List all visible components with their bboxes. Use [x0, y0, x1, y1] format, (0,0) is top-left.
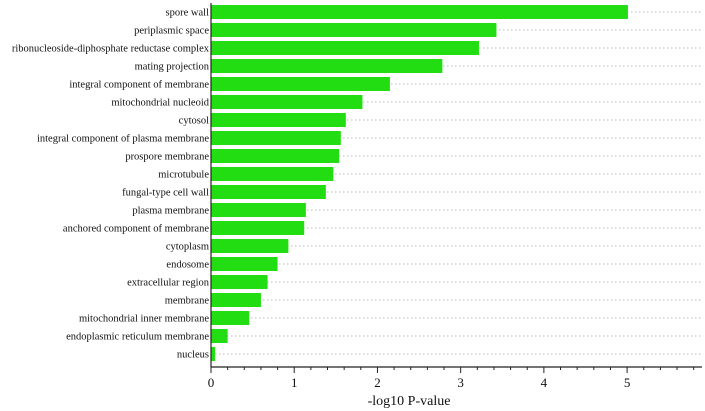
category-label: fungal-type cell wall — [122, 188, 209, 199]
category-label: anchored component of membrane — [63, 224, 209, 235]
category-labels: spore wall periplasmic space ribonucleosid… — [12, 8, 210, 361]
x-axis: 0 1 2 3 4 5 — [208, 3, 702, 390]
x-tick-label: 4 — [541, 375, 548, 390]
category-label: mating projection — [135, 62, 210, 73]
bar — [211, 131, 341, 145]
category-label: endoplasmic reticulum membrane — [66, 332, 209, 343]
x-tick-label: 2 — [374, 375, 381, 390]
category-label: ribonucleoside-diphosphate reductase com… — [12, 44, 210, 55]
category-label: prospore membrane — [125, 152, 209, 163]
category-label: cytoplasm — [166, 242, 209, 253]
bar — [211, 293, 261, 307]
bar — [211, 5, 628, 19]
bar — [211, 41, 479, 55]
grid-lines — [211, 11, 702, 355]
x-tick-label: 0 — [208, 375, 215, 390]
category-label: mitochondrial nucleoid — [111, 98, 209, 109]
bar — [211, 203, 306, 217]
bar — [211, 329, 228, 343]
bar — [211, 59, 443, 73]
bar — [211, 257, 278, 271]
x-tick-label: 5 — [624, 375, 631, 390]
bar — [211, 311, 250, 325]
category-label: mitochondrial inner membrane — [79, 314, 209, 325]
bar — [211, 275, 268, 289]
bar — [211, 239, 289, 253]
bar — [211, 167, 334, 181]
category-label: cytosol — [179, 116, 209, 127]
bar — [211, 185, 326, 199]
category-label: nucleus — [177, 350, 209, 361]
category-label: microtubule — [158, 170, 209, 181]
category-label: plasma membrane — [132, 206, 209, 217]
category-label: extracellular region — [127, 278, 210, 289]
bar — [211, 95, 363, 109]
bar — [211, 221, 305, 235]
bar — [211, 23, 497, 37]
bars — [211, 5, 628, 361]
bar — [211, 77, 390, 91]
bar — [211, 149, 340, 163]
category-label: integral component of plasma membrane — [37, 134, 209, 145]
category-label: integral component of membrane — [69, 80, 209, 91]
x-tick-label: 1 — [291, 375, 298, 390]
category-label: membrane — [165, 296, 210, 307]
category-label: periplasmic space — [134, 26, 209, 37]
category-label: spore wall — [166, 8, 210, 19]
x-axis-title: -log10 P-value — [368, 394, 451, 409]
category-label: endosome — [166, 260, 209, 271]
bar — [211, 347, 216, 361]
x-tick-label: 3 — [457, 375, 464, 390]
bar — [211, 113, 346, 127]
